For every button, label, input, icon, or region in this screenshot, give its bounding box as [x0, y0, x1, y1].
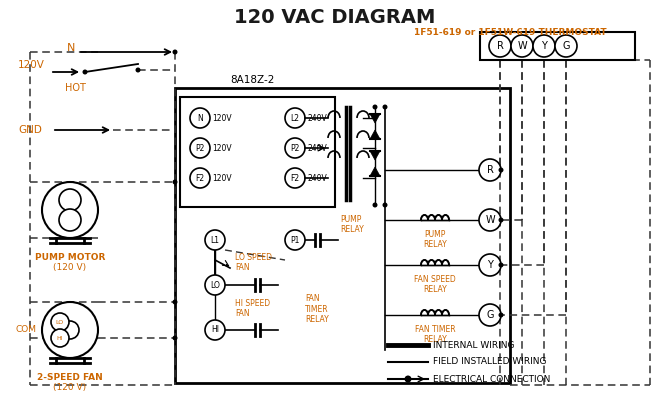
Text: 240V: 240V — [307, 173, 327, 183]
Text: GND: GND — [18, 125, 42, 135]
Circle shape — [205, 230, 225, 250]
Circle shape — [190, 168, 210, 188]
Text: L1: L1 — [210, 235, 220, 245]
Polygon shape — [370, 130, 380, 139]
Circle shape — [205, 275, 225, 295]
Text: 8A18Z-2: 8A18Z-2 — [230, 75, 275, 85]
Text: Y: Y — [541, 41, 547, 51]
Text: 240V: 240V — [307, 143, 327, 153]
Text: LO SPEED
FAN: LO SPEED FAN — [235, 253, 272, 272]
Text: 120V: 120V — [212, 114, 232, 122]
Text: 2-SPEED FAN: 2-SPEED FAN — [37, 373, 103, 382]
Text: HI: HI — [57, 336, 63, 341]
Circle shape — [205, 320, 225, 340]
Circle shape — [555, 35, 577, 57]
Text: PUMP
RELAY: PUMP RELAY — [340, 215, 364, 234]
Text: 120V: 120V — [212, 143, 232, 153]
Text: P2: P2 — [290, 143, 299, 153]
Circle shape — [479, 159, 501, 181]
Text: G: G — [562, 41, 570, 51]
Circle shape — [135, 67, 141, 72]
Circle shape — [373, 202, 377, 207]
Circle shape — [285, 138, 305, 158]
Text: 120 VAC DIAGRAM: 120 VAC DIAGRAM — [234, 8, 436, 27]
Circle shape — [383, 104, 387, 109]
Circle shape — [285, 168, 305, 188]
Text: PUMP MOTOR: PUMP MOTOR — [35, 253, 105, 262]
Text: P1: P1 — [290, 235, 299, 245]
Text: W: W — [485, 215, 495, 225]
Circle shape — [285, 108, 305, 128]
Circle shape — [59, 189, 81, 211]
Circle shape — [498, 262, 503, 267]
Text: 120V: 120V — [18, 60, 45, 70]
Text: N: N — [66, 43, 75, 53]
Circle shape — [383, 202, 387, 207]
Text: R: R — [486, 165, 493, 175]
Circle shape — [172, 179, 178, 184]
Text: FAN SPEED
RELAY: FAN SPEED RELAY — [414, 275, 456, 295]
Circle shape — [511, 35, 533, 57]
Text: HI SPEED
FAN: HI SPEED FAN — [235, 299, 270, 318]
Circle shape — [373, 104, 377, 109]
Text: COM: COM — [16, 326, 37, 334]
Circle shape — [498, 313, 503, 318]
Text: HOT: HOT — [64, 83, 86, 93]
Text: FIELD INSTALLED WIRING: FIELD INSTALLED WIRING — [433, 357, 547, 367]
Text: 240V: 240V — [307, 114, 327, 122]
Text: FAN
TIMER
RELAY: FAN TIMER RELAY — [305, 294, 329, 324]
Text: F2: F2 — [290, 173, 299, 183]
Polygon shape — [370, 151, 380, 160]
Circle shape — [498, 168, 503, 173]
Text: (120 V): (120 V) — [54, 383, 86, 392]
Text: L2: L2 — [291, 114, 299, 122]
Circle shape — [405, 375, 411, 383]
Circle shape — [42, 182, 98, 238]
Circle shape — [479, 304, 501, 326]
Circle shape — [51, 329, 69, 347]
Circle shape — [172, 336, 178, 341]
Text: G: G — [486, 310, 494, 320]
Text: F2: F2 — [196, 173, 204, 183]
Circle shape — [59, 209, 81, 231]
Polygon shape — [370, 114, 380, 123]
Bar — [180, 97, 335, 207]
Circle shape — [489, 35, 511, 57]
Circle shape — [479, 209, 501, 231]
Text: FAN TIMER
RELAY: FAN TIMER RELAY — [415, 325, 456, 344]
Text: LO: LO — [210, 280, 220, 290]
Circle shape — [172, 49, 178, 54]
Circle shape — [190, 138, 210, 158]
Text: PUMP
RELAY: PUMP RELAY — [423, 230, 447, 249]
Text: W: W — [517, 41, 527, 51]
Circle shape — [533, 35, 555, 57]
Circle shape — [190, 108, 210, 128]
Text: 1F51-619 or 1F51W-619 THERMOSTAT: 1F51-619 or 1F51W-619 THERMOSTAT — [413, 28, 606, 37]
Circle shape — [498, 217, 503, 222]
Text: HI: HI — [211, 326, 219, 334]
Circle shape — [42, 302, 98, 358]
Text: LO: LO — [56, 320, 64, 324]
Circle shape — [82, 70, 88, 75]
Circle shape — [285, 230, 305, 250]
Circle shape — [51, 313, 69, 331]
Text: (120 V): (120 V) — [54, 263, 86, 272]
Text: ELECTRICAL CONNECTION: ELECTRICAL CONNECTION — [433, 375, 550, 383]
Text: INTERNAL WIRING: INTERNAL WIRING — [433, 341, 515, 349]
Text: 120V: 120V — [212, 173, 232, 183]
Circle shape — [479, 254, 501, 276]
Text: Y: Y — [487, 260, 493, 270]
Bar — [480, 32, 635, 60]
Circle shape — [172, 300, 178, 305]
Polygon shape — [370, 167, 380, 176]
Text: P2: P2 — [196, 143, 205, 153]
Circle shape — [61, 321, 79, 339]
Text: N: N — [197, 114, 203, 122]
Bar — [175, 88, 510, 383]
Text: R: R — [496, 41, 503, 51]
